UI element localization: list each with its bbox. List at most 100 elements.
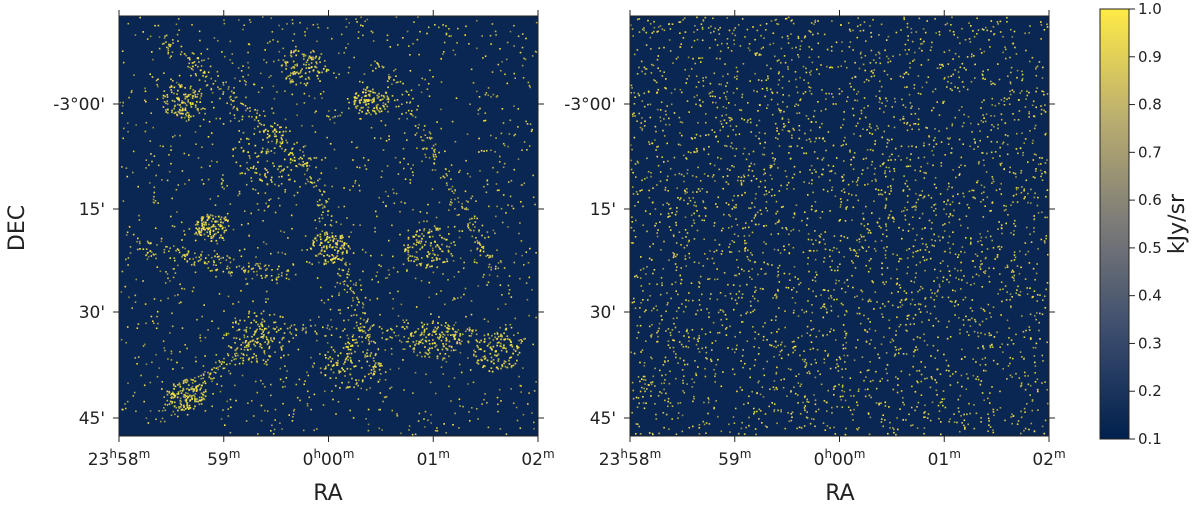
map-pixel <box>416 256 418 259</box>
map-pixel <box>387 96 389 99</box>
map-pixel <box>234 147 237 149</box>
map-pixel <box>329 308 332 311</box>
map-pixel <box>502 194 505 196</box>
map-pixel <box>195 227 198 230</box>
map-pixel <box>856 36 859 39</box>
map-pixel <box>260 151 263 154</box>
map-pixel <box>483 273 485 276</box>
right-map-background <box>630 16 1049 436</box>
map-pixel <box>926 162 929 165</box>
map-pixel <box>315 166 317 169</box>
map-pixel <box>135 124 137 126</box>
map-pixel <box>895 433 897 436</box>
map-pixel <box>325 201 327 204</box>
map-pixel <box>764 179 766 182</box>
map-pixel <box>634 205 636 207</box>
map-pixel <box>885 229 888 231</box>
map-pixel <box>144 87 146 90</box>
map-pixel <box>954 314 956 316</box>
map-pixel <box>223 361 225 364</box>
map-pixel <box>341 251 344 254</box>
map-pixel <box>166 179 169 182</box>
map-pixel <box>843 354 846 357</box>
map-pixel <box>907 145 910 148</box>
map-pixel <box>378 111 381 113</box>
map-pixel <box>838 220 841 222</box>
map-pixel <box>263 351 266 353</box>
map-pixel <box>177 96 180 99</box>
map-pixel <box>255 330 257 332</box>
map-pixel <box>1034 381 1037 383</box>
map-pixel <box>650 334 652 337</box>
map-pixel <box>352 297 354 299</box>
map-pixel <box>822 168 824 171</box>
map-pixel <box>234 317 237 320</box>
map-pixel <box>188 154 190 156</box>
map-pixel <box>138 240 141 243</box>
map-pixel <box>443 261 446 263</box>
map-pixel <box>805 139 808 141</box>
map-pixel <box>358 329 361 331</box>
map-pixel <box>337 359 339 362</box>
map-pixel <box>323 205 326 207</box>
map-pixel <box>474 241 476 243</box>
map-pixel <box>639 361 641 364</box>
map-pixel <box>310 325 312 327</box>
map-pixel <box>900 159 902 161</box>
map-pixel <box>352 339 354 342</box>
map-pixel <box>293 408 296 411</box>
map-pixel <box>504 365 507 368</box>
map-pixel <box>956 36 959 39</box>
map-pixel <box>729 243 731 245</box>
map-pixel <box>252 267 254 270</box>
map-pixel <box>733 422 736 424</box>
map-pixel <box>200 92 203 95</box>
map-pixel <box>414 134 417 136</box>
map-pixel <box>423 331 426 334</box>
map-pixel <box>519 51 522 54</box>
map-pixel <box>734 299 737 301</box>
map-pixel <box>307 374 310 377</box>
map-pixel <box>270 394 272 397</box>
map-pixel <box>174 272 177 274</box>
map-pixel <box>262 359 265 361</box>
map-pixel <box>243 319 246 322</box>
map-pixel <box>841 384 844 387</box>
map-pixel <box>265 274 267 277</box>
map-pixel <box>176 97 178 99</box>
map-pixel <box>465 315 467 318</box>
map-pixel <box>184 399 187 401</box>
map-pixel <box>239 80 241 82</box>
map-pixel <box>422 139 425 142</box>
map-pixel <box>421 160 423 163</box>
map-pixel <box>468 326 471 329</box>
map-pixel <box>223 357 225 360</box>
map-pixel <box>349 263 351 265</box>
map-pixel <box>292 154 294 156</box>
map-pixel <box>909 66 911 69</box>
map-pixel <box>513 348 515 351</box>
map-pixel <box>878 97 881 99</box>
map-pixel <box>291 22 294 25</box>
map-pixel <box>204 108 206 110</box>
map-pixel <box>982 29 985 31</box>
map-pixel <box>334 286 336 288</box>
map-pixel <box>370 126 373 129</box>
map-pixel <box>433 162 436 165</box>
map-pixel <box>859 24 862 26</box>
map-pixel <box>475 329 477 332</box>
map-pixel <box>199 388 201 391</box>
map-pixel <box>457 271 460 273</box>
map-pixel <box>740 183 743 186</box>
map-pixel <box>171 312 173 315</box>
map-pixel <box>469 328 471 331</box>
map-pixel <box>763 241 765 243</box>
map-pixel <box>467 357 469 359</box>
map-pixel <box>171 197 173 200</box>
map-pixel <box>372 374 374 376</box>
map-pixel <box>296 396 299 399</box>
map-pixel <box>235 399 237 402</box>
map-pixel <box>222 256 224 259</box>
map-pixel <box>149 35 152 38</box>
map-pixel <box>166 246 168 248</box>
